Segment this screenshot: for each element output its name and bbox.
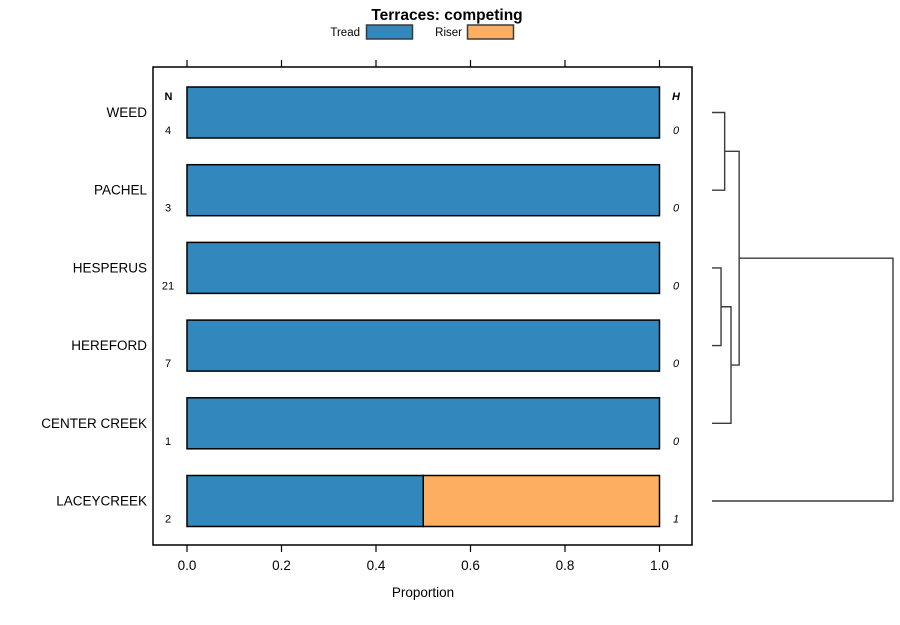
nh-values-group: 4 03 021 07 01 02 1 bbox=[162, 125, 680, 526]
legend-swatch-riser-icon bbox=[466, 24, 515, 40]
category-label: PACHEL bbox=[94, 183, 148, 198]
n-value: 7 bbox=[165, 358, 171, 370]
chart-title: Terraces: competing bbox=[371, 7, 522, 24]
dendrogram-link bbox=[712, 267, 722, 347]
bars-group bbox=[186, 86, 661, 528]
legend-label-riser: Riser bbox=[435, 27, 462, 39]
bar-row bbox=[186, 163, 661, 217]
bar-segment-riser bbox=[422, 474, 661, 528]
category-labels-group: WEED PACHEL HESPERUS HEREFORD CENTER CREEK LA… bbox=[41, 105, 147, 509]
bar-segment-tread bbox=[186, 163, 661, 217]
x-tick-label: 0.6 bbox=[461, 558, 480, 573]
bar-row bbox=[186, 241, 661, 295]
plot-frame bbox=[152, 66, 693, 546]
h-value: 0 bbox=[673, 203, 680, 215]
dendrogram-link bbox=[712, 111, 726, 191]
bar-segment-tread bbox=[186, 474, 424, 528]
bar-segment-tread bbox=[186, 241, 661, 295]
n-value: 3 bbox=[165, 203, 171, 215]
x-axis-title: Proportion bbox=[392, 585, 454, 600]
category-label: HEREFORD bbox=[71, 338, 147, 353]
dendrogram-link bbox=[724, 150, 740, 366]
legend: Tread Riser bbox=[330, 24, 515, 40]
x-tick-label: 0.2 bbox=[272, 558, 291, 573]
bar-row bbox=[186, 319, 661, 372]
h-column-header: H bbox=[672, 91, 681, 103]
n-value: 1 bbox=[165, 436, 171, 448]
x-axis: 0.0 0.2 0.4 0.6 0.8 1.0 bbox=[178, 60, 669, 573]
h-value: 0 bbox=[673, 436, 680, 448]
x-tick-label: 0.4 bbox=[367, 558, 386, 573]
h-value: 0 bbox=[673, 125, 680, 137]
bar-row bbox=[186, 474, 661, 528]
n-value: 4 bbox=[165, 125, 171, 137]
legend-swatch-tread-icon bbox=[365, 24, 414, 40]
x-tick-label: 0.8 bbox=[556, 558, 575, 573]
n-column-header: N bbox=[165, 91, 173, 103]
x-tick-label: 1.0 bbox=[650, 558, 669, 573]
h-value: 0 bbox=[673, 280, 680, 292]
legend-label-tread: Tread bbox=[330, 27, 360, 39]
h-value: 0 bbox=[673, 358, 680, 370]
x-tick-label: 0.0 bbox=[178, 558, 197, 573]
n-value: 21 bbox=[162, 280, 174, 292]
category-label: CENTER CREEK bbox=[41, 416, 147, 431]
category-label: HESPERUS bbox=[73, 260, 147, 275]
bar-segment-tread bbox=[186, 319, 661, 372]
dendrogram bbox=[712, 111, 894, 502]
bar-segment-tread bbox=[186, 397, 661, 450]
dendrogram-link bbox=[712, 257, 894, 502]
bar-row bbox=[186, 86, 661, 139]
h-value: 1 bbox=[673, 514, 679, 526]
bar-row bbox=[186, 397, 661, 450]
category-label: WEED bbox=[107, 105, 148, 120]
bar-segment-tread bbox=[186, 86, 661, 139]
category-label: LACEYCREEK bbox=[56, 494, 147, 509]
n-value: 2 bbox=[165, 514, 171, 526]
